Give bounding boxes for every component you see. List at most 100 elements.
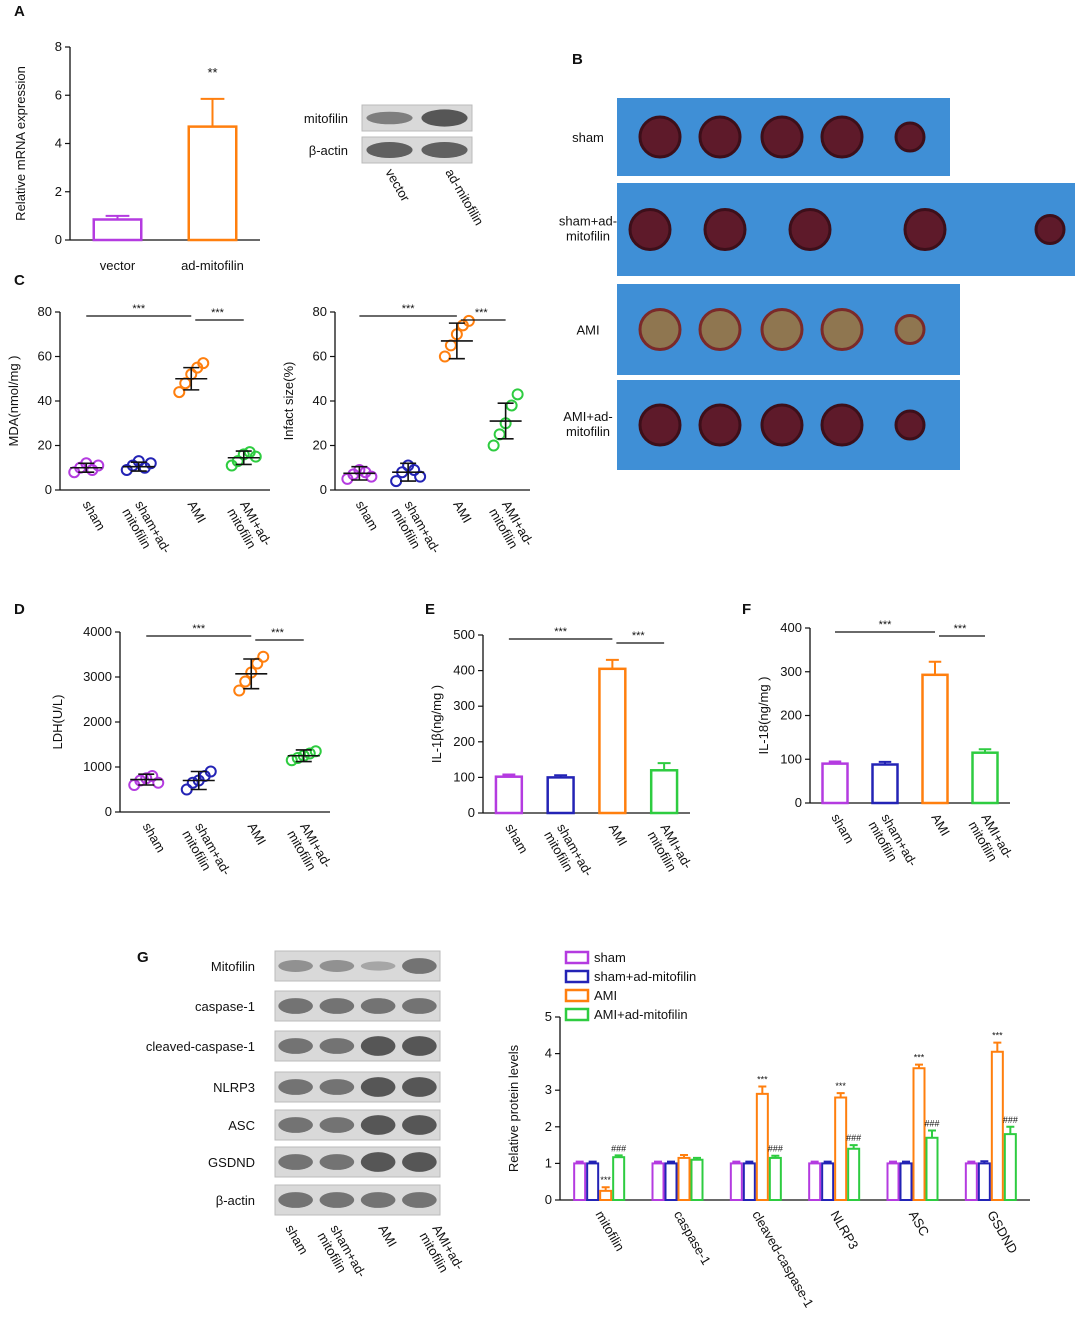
y-axis-label: Infact size(%)	[281, 362, 296, 441]
blot-band	[319, 998, 355, 1014]
data-point	[505, 399, 518, 412]
panel-letter: B	[572, 51, 583, 68]
bar	[990, 1050, 1004, 1202]
x-tick-label: sham+ad-mitofilin	[119, 498, 174, 563]
y-tick-label: 200	[453, 734, 475, 749]
heart-slice	[638, 115, 682, 159]
significance: ***	[211, 307, 225, 319]
panel-letter: E	[425, 601, 435, 618]
data-point	[408, 463, 421, 476]
panel-letter: F	[742, 601, 751, 618]
blot-band	[360, 1192, 396, 1208]
sd-bar	[448, 322, 465, 360]
bar	[871, 763, 899, 805]
data-point	[231, 455, 244, 468]
blot-column-label: ad-mitofilin	[442, 166, 486, 228]
panel-letter: C	[14, 272, 25, 289]
heart-slice	[788, 208, 832, 251]
data-point	[239, 675, 252, 688]
heart-slice	[760, 403, 804, 447]
error-bar	[200, 97, 225, 127]
error-bar	[1006, 1125, 1015, 1135]
heart-slice	[903, 208, 947, 251]
heart-slice	[1034, 214, 1066, 245]
y-tick-label: 60	[313, 349, 327, 364]
data-point	[309, 745, 322, 758]
heart-slice	[820, 403, 864, 447]
y-tick-label: 2	[545, 1119, 552, 1134]
x-tick-label: NLRP3	[828, 1208, 862, 1252]
data-point	[146, 770, 159, 782]
significance: ***	[879, 619, 893, 631]
blot-band	[278, 1154, 313, 1170]
blot-band	[319, 960, 355, 972]
y-tick-label: 300	[453, 698, 475, 713]
heart-slice	[698, 403, 742, 447]
y-tick-label: 20	[313, 438, 327, 453]
y-tick-label: 3	[545, 1082, 552, 1097]
blot-band	[360, 1115, 396, 1135]
bar	[546, 776, 575, 815]
significance: ***	[554, 626, 568, 638]
y-tick-label: 400	[453, 663, 475, 678]
x-tick-label: sham+ad-mitofilin	[389, 498, 444, 563]
blot-row-label: cleaved-caspase-1	[146, 1039, 255, 1054]
significance: ***	[402, 303, 416, 315]
blot-row-label: Mitofilin	[211, 959, 255, 974]
significance: ###	[768, 1144, 783, 1154]
x-tick-label: sham	[140, 820, 169, 855]
bar	[599, 1189, 613, 1201]
blot-band	[402, 1192, 437, 1208]
blot-band	[421, 141, 468, 159]
bar	[847, 1147, 861, 1202]
blot-band	[360, 961, 396, 971]
bar	[821, 762, 849, 805]
data-point	[285, 754, 298, 767]
bar	[92, 218, 143, 242]
x-tick-label: AMI	[245, 820, 270, 848]
bar	[886, 1162, 900, 1202]
sd-bar	[235, 450, 252, 466]
bar	[494, 775, 524, 815]
y-tick-label: 0	[45, 482, 52, 497]
error-bar	[928, 660, 942, 675]
bar	[677, 1156, 691, 1202]
sd-bar	[78, 462, 95, 473]
blot-band	[360, 1077, 396, 1097]
y-tick-label: 100	[780, 751, 802, 766]
data-point	[303, 747, 316, 760]
y-tick-label: 500	[453, 627, 475, 642]
blot-band	[402, 1077, 437, 1097]
bar	[612, 1156, 626, 1201]
blot-band	[402, 1115, 437, 1135]
blot-band	[319, 1038, 355, 1054]
significance: ***	[914, 1053, 925, 1063]
blot-row-label: β-actin	[216, 1193, 255, 1208]
y-tick-label: 40	[313, 393, 327, 408]
error-bar	[993, 1041, 1002, 1052]
panel-letter: D	[14, 601, 25, 618]
sd-bar	[497, 402, 514, 440]
bar	[899, 1162, 913, 1202]
y-tick-label: 80	[38, 304, 52, 319]
x-tick-label: sham+ad-mitofilin	[179, 820, 234, 885]
blot-band	[360, 998, 396, 1014]
significance: ***	[954, 623, 968, 635]
bar	[690, 1158, 704, 1201]
x-tick-label: cleaved-caspase-1	[749, 1208, 817, 1310]
x-tick-label: AMI	[606, 821, 631, 849]
blot-band	[402, 1152, 437, 1172]
sd-bar	[190, 770, 207, 791]
panel-letter: A	[14, 3, 25, 20]
data-point	[92, 459, 105, 472]
heart-slice	[703, 208, 747, 251]
y-tick-label: 4000	[83, 624, 112, 639]
blot-band	[319, 1079, 355, 1095]
sd-bar	[138, 773, 155, 786]
heart-slice	[760, 115, 804, 159]
data-point	[291, 752, 304, 764]
bar	[964, 1162, 978, 1202]
significance: ###	[611, 1143, 626, 1153]
x-tick-label: AMI+ad-mitofilin	[645, 821, 696, 879]
significance: ***	[192, 623, 206, 635]
